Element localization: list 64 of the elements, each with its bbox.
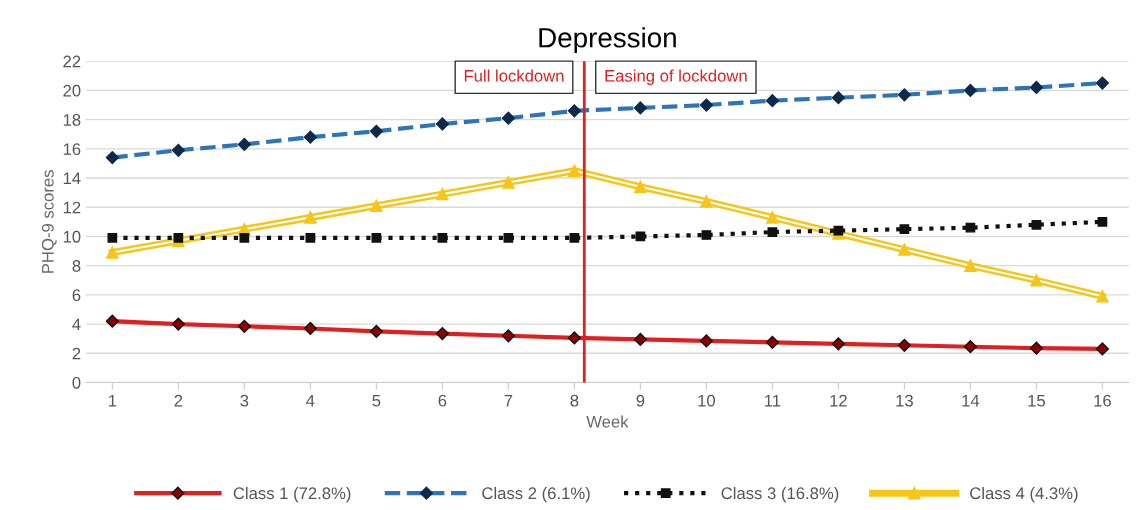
point (964, 259, 977, 272)
point (239, 233, 250, 243)
y-tick-label: 20 (63, 84, 81, 97)
point (898, 243, 911, 256)
x-axis-title: Week (586, 415, 629, 428)
x-tick-label: 13 (896, 394, 913, 407)
chart-title: Depression (539, 27, 676, 54)
point (371, 233, 382, 243)
point (106, 246, 119, 259)
x-tick-label: 8 (570, 394, 579, 407)
point (436, 187, 449, 201)
x-tick-label: 15 (1028, 394, 1045, 407)
x-tick-label: 14 (962, 394, 980, 407)
point (173, 233, 184, 243)
x-tick-label: 6 (438, 394, 447, 407)
point (1030, 274, 1043, 287)
point (370, 199, 383, 213)
y-tick-label: 18 (63, 114, 81, 126)
x-tick-label: 1 (108, 394, 117, 407)
point (1031, 219, 1042, 230)
point (965, 222, 976, 233)
point (1097, 216, 1108, 227)
annotation: Full lockdown (464, 69, 564, 82)
y-tick-label: 14 (63, 172, 81, 185)
y-axis-title: PHQ-9 scores (41, 170, 57, 273)
x-tick-label: 16 (1094, 394, 1111, 407)
y-tick-label: 22 (63, 55, 81, 68)
point (1096, 290, 1109, 303)
y-tick-label: 12 (63, 201, 81, 214)
point (634, 180, 647, 194)
y-tick-label: 8 (72, 260, 81, 272)
y-tick-label: 0 (72, 376, 81, 389)
point (569, 233, 580, 243)
y-tick-label: 6 (72, 289, 81, 302)
y-tick-label: 2 (72, 347, 81, 360)
y-tick-label: 10 (63, 230, 81, 243)
legend-label: Class 3 (16.8%) (721, 486, 839, 503)
point (304, 211, 317, 224)
legend-label: Class 4 (4.3%) (970, 486, 1078, 503)
point (899, 224, 910, 235)
point (701, 230, 712, 240)
y-tick-label: 4 (72, 318, 81, 331)
point (700, 195, 713, 208)
point (766, 211, 779, 224)
x-tick-label: 11 (765, 394, 781, 407)
legend-label: Class 1 (72.8%) (233, 486, 351, 503)
point (767, 227, 778, 237)
x-tick-label: 2 (174, 394, 183, 407)
x-tick-label: 12 (830, 394, 847, 407)
legend-label: Class 2 (6.1%) (482, 486, 590, 503)
point (502, 176, 515, 189)
x-tick-label: 3 (240, 394, 249, 407)
x-tick-label: 4 (306, 394, 315, 407)
x-tick-label: 9 (636, 394, 645, 407)
x-tick-label: 5 (372, 394, 381, 407)
y-tick-label: 16 (63, 143, 81, 156)
point (437, 233, 448, 243)
point (568, 164, 581, 177)
point (305, 233, 316, 243)
x-tick-label: 7 (504, 394, 513, 407)
point (107, 233, 118, 243)
annotation: Easing of lockdown (605, 69, 747, 86)
x-tick-label: 10 (698, 394, 715, 407)
point (503, 233, 514, 243)
